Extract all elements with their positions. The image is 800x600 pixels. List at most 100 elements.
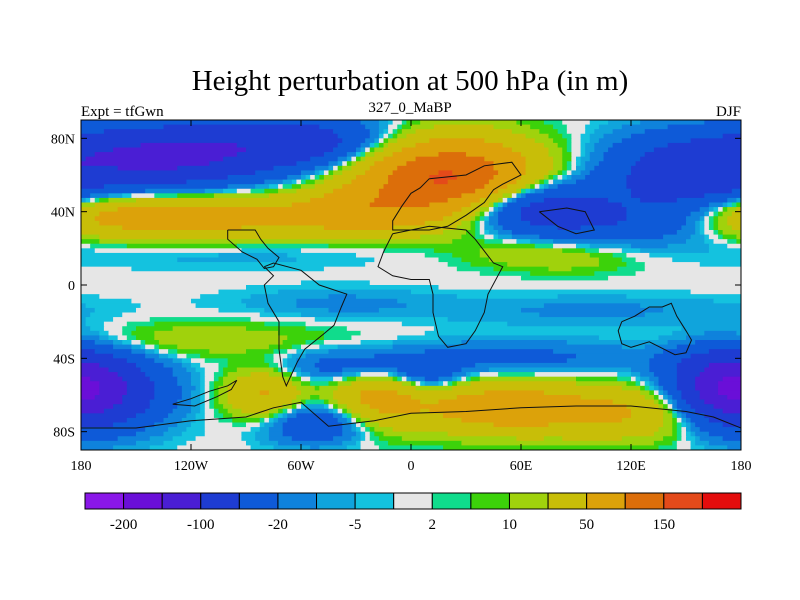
heatmap-cell [566,129,586,135]
heatmap-cell [314,184,343,190]
heatmap-cell [356,152,362,158]
heatmap-cell [690,353,741,359]
heatmap-cell [259,390,270,396]
heatmap-cell [296,413,334,419]
heatmap-cell [227,399,293,405]
heatmap-cell [511,129,540,135]
heatmap-cell [699,220,705,227]
heatmap-cell [126,335,137,341]
heatmap-cell [369,165,398,172]
heatmap-cell [640,120,705,126]
heatmap-cell [415,385,453,392]
heatmap-cell [346,376,357,382]
colorbar-box [586,492,626,510]
heatmap-cell [525,184,531,190]
heatmap-cell [479,271,531,277]
heatmap-cell [644,262,701,268]
colorbar-box [470,492,510,510]
heatmap-cell [85,197,91,204]
heatmap-cell [337,399,362,405]
heatmap-cell [360,372,389,378]
heatmap-cell [488,207,495,213]
heatmap-cell [676,413,683,419]
heatmap-cell [314,175,320,181]
heatmap-cell [621,138,692,144]
heatmap-cell [360,120,380,126]
heatmap-cell [81,335,100,341]
heatmap-cell [140,344,146,350]
heatmap-cell [653,147,741,153]
heatmap-cell [516,239,531,245]
heatmap-cell [690,211,705,217]
heatmap-cell [296,188,334,194]
heatmap-cell [406,376,412,382]
heatmap-cell [346,156,353,162]
heatmap-cell [667,399,673,405]
heatmap-cell [443,216,472,222]
heatmap-cell [369,280,741,286]
heatmap-cell [296,408,330,414]
heatmap-cell [301,179,307,185]
heatmap-cell [333,408,339,414]
heatmap-cell [323,266,458,272]
heatmap-cell [653,372,678,378]
heatmap-cell [264,353,275,359]
heatmap-cell [278,330,325,337]
heatmap-cell [676,399,687,405]
heatmap-cell [356,294,458,300]
y-axis: 80N 40N 0 40S 80S [51,132,741,441]
heatmap-cell [553,165,563,172]
heatmap-cell [264,358,275,364]
heatmap-cell [291,184,302,190]
heatmap-cell [282,372,293,378]
heatmap-cell [484,216,490,222]
heatmap-cell [727,197,738,204]
heatmap-cell [663,390,669,396]
heatmap-cell [108,335,119,341]
heatmap-cell [191,408,201,414]
heatmap-cell [177,165,275,172]
heatmap-cell [94,307,137,314]
heatmap-cell [562,161,568,167]
heatmap-cell [81,165,119,172]
heatmap-cell [557,142,568,149]
heatmap-cell [200,381,206,387]
heatmap-cell [154,349,160,355]
heatmap-cell [676,344,741,350]
heatmap-cell [282,340,307,346]
heatmap-cell [452,381,458,387]
heatmap-cell [553,179,563,185]
heatmap-cell [296,358,320,364]
heatmap-cell [649,367,678,373]
heatmap-cell [690,431,696,437]
heatmap-cell [333,395,362,401]
heatmap-cell [644,266,741,272]
heatmap-cell [388,179,435,185]
heatmap-cell [232,404,284,410]
heatmap-cell [333,413,343,419]
heatmap-cell [722,211,733,217]
heatmap-cell [81,298,133,304]
heatmap-cell [452,211,476,217]
heatmap-cell [608,275,741,282]
heatmap-cell [452,239,485,245]
heatmap-cell [585,147,595,153]
heatmap-cell [456,225,472,231]
heatmap-cell [356,161,375,167]
heatmap-cell [690,422,696,428]
heatmap-cell [718,211,724,217]
heatmap-cell [232,422,247,428]
heatmap-cell [328,165,334,172]
heatmap-cell [246,147,334,153]
heatmap-cell [525,156,554,162]
heatmap-cell [301,404,307,410]
heatmap-cell [99,197,110,204]
heatmap-cell [337,165,343,172]
colorbar-box [393,492,433,510]
heatmap-cell [356,156,362,162]
heatmap-cell [81,404,114,410]
heatmap-cell [557,225,582,231]
heatmap-cell [548,170,559,176]
heatmap-cell [718,216,728,222]
heatmap-cell [204,417,220,424]
